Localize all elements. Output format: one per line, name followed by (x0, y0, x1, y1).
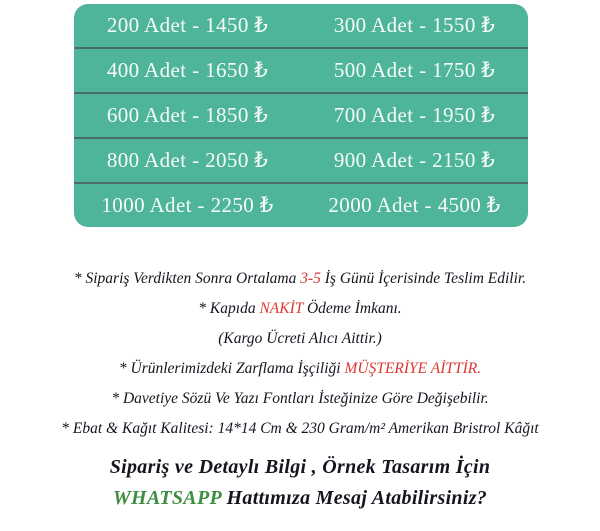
table-row: 1000 Adet - 2250 ₺ 2000 Adet - 4500 ₺ (74, 182, 528, 227)
price-cell-left: 400 Adet - 1650 ₺ (106, 58, 269, 82)
table-row: 200 Adet - 1450 ₺ 300 Adet - 1550 ₺ (74, 4, 528, 47)
text-segment: Ödeme İmkanı. (303, 300, 402, 317)
text-segment: İş Günü İçerisinde Teslim Edilir. (320, 270, 527, 287)
note-line: * Sipariş Verdikten Sonra Ortalama 3-5 İ… (0, 264, 600, 294)
table-row: 400 Adet - 1650 ₺ 500 Adet - 1750 ₺ (74, 47, 528, 92)
price-cell-left: 600 Adet - 1850 ₺ (106, 103, 269, 127)
note-line: (Kargo Ücreti Alıcı Aittir.) (0, 324, 600, 354)
highlight-green-text: WHATSAPP (112, 487, 222, 509)
footer-cta: Sipariş ve Detaylı Bilgi , Örnek Tasarım… (0, 452, 600, 514)
price-cell-right: 300 Adet - 1550 ₺ (333, 13, 496, 37)
price-cell-left: 200 Adet - 1450 ₺ (106, 13, 269, 37)
table-row: 600 Adet - 1850 ₺ 700 Adet - 1950 ₺ (74, 92, 528, 137)
footer-line: Sipariş ve Detaylı Bilgi , Örnek Tasarım… (0, 452, 600, 483)
text-segment: Hattımıza Mesaj Atabilirsiniz? (221, 487, 488, 509)
text-segment: * Sipariş Verdikten Sonra Ortalama (73, 270, 301, 287)
text-segment: Sipariş ve Detaylı Bilgi , Örnek Tasarım… (109, 456, 491, 478)
highlight-red-text: NAKİT (259, 300, 304, 317)
text-segment: * Davetiye Sözü Ve Yazı Fontları İsteğin… (111, 390, 489, 407)
note-line: * Ebat & Kağıt Kalitesi: 14*14 Cm & 230 … (0, 414, 600, 444)
note-line: * Ürünlerimizdeki Zarflama İşçiliği MÜŞT… (0, 354, 600, 384)
price-cell-right: 700 Adet - 1950 ₺ (333, 103, 496, 127)
price-cell-left: 800 Adet - 2050 ₺ (106, 148, 269, 172)
table-row: 800 Adet - 2050 ₺ 900 Adet - 2150 ₺ (74, 137, 528, 182)
note-line: * Kapıda NAKİT Ödeme İmkanı. (0, 294, 600, 324)
text-segment: * Kapıda (198, 300, 260, 317)
notes-section: * Sipariş Verdikten Sonra Ortalama 3-5 İ… (0, 264, 600, 444)
text-segment: (Kargo Ücreti Alıcı Aittir.) (218, 330, 382, 347)
price-cell-left: 1000 Adet - 2250 ₺ (101, 193, 274, 217)
footer-line: WHATSAPP Hattımıza Mesaj Atabilirsiniz? (0, 483, 600, 514)
price-cell-right: 2000 Adet - 4500 ₺ (328, 193, 501, 217)
text-segment: * Ürünlerimizdeki Zarflama İşçiliği (118, 360, 345, 377)
text-segment: * Ebat & Kağıt Kalitesi: 14*14 Cm & 230 … (61, 420, 539, 437)
price-cell-right: 500 Adet - 1750 ₺ (333, 58, 496, 82)
highlight-red-text: MÜŞTERİYE AİTTİR. (344, 360, 482, 377)
price-cell-right: 900 Adet - 2150 ₺ (333, 148, 496, 172)
highlight-red-text: 3-5 (300, 270, 321, 287)
price-table: 200 Adet - 1450 ₺ 300 Adet - 1550 ₺ 400 Ad… (74, 4, 528, 227)
note-line: * Davetiye Sözü Ve Yazı Fontları İsteğin… (0, 384, 600, 414)
